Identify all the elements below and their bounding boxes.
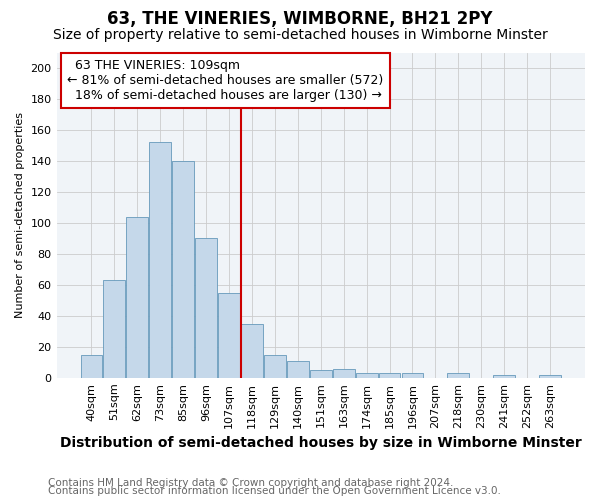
Text: 63, THE VINERIES, WIMBORNE, BH21 2PY: 63, THE VINERIES, WIMBORNE, BH21 2PY [107,10,493,28]
Bar [379,373,400,378]
Bar [401,373,424,378]
Text: Size of property relative to semi-detached houses in Wimborne Minster: Size of property relative to semi-detach… [53,28,547,42]
Bar [195,238,217,378]
Bar [448,373,469,378]
Bar [287,361,309,378]
Bar [127,216,148,378]
Bar [493,374,515,378]
Bar [241,324,263,378]
Bar [218,292,240,378]
Text: Contains public sector information licensed under the Open Government Licence v3: Contains public sector information licen… [48,486,501,496]
Text: Contains HM Land Registry data © Crown copyright and database right 2024.: Contains HM Land Registry data © Crown c… [48,478,454,488]
Bar [149,142,171,378]
Bar [264,354,286,378]
Text: 63 THE VINERIES: 109sqm
← 81% of semi-detached houses are smaller (572)
  18% of: 63 THE VINERIES: 109sqm ← 81% of semi-de… [67,59,383,102]
Y-axis label: Number of semi-detached properties: Number of semi-detached properties [15,112,25,318]
Bar [333,368,355,378]
X-axis label: Distribution of semi-detached houses by size in Wimborne Minster: Distribution of semi-detached houses by … [60,436,581,450]
Bar [80,354,103,378]
Bar [172,161,194,378]
Bar [310,370,332,378]
Bar [356,373,377,378]
Bar [103,280,125,378]
Bar [539,374,561,378]
